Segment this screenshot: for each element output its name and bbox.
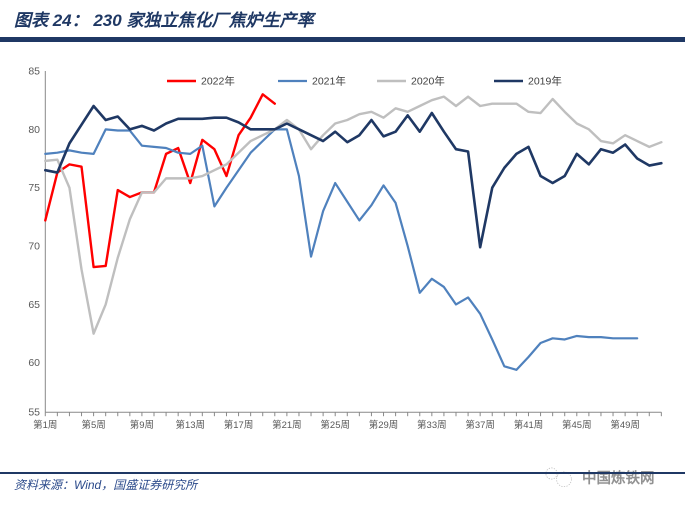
svg-text:第29周: 第29周	[369, 419, 399, 431]
svg-text:第25周: 第25周	[320, 419, 350, 431]
svg-text:80: 80	[28, 124, 40, 136]
svg-text:第17周: 第17周	[224, 419, 254, 431]
svg-text:第13周: 第13周	[175, 419, 205, 431]
svg-text:2022年: 2022年	[201, 75, 235, 88]
svg-text:第41周: 第41周	[514, 419, 544, 431]
svg-text:2021年: 2021年	[312, 75, 346, 88]
svg-text:65: 65	[28, 299, 40, 311]
svg-text:第45周: 第45周	[562, 419, 592, 431]
svg-text:85: 85	[28, 66, 40, 78]
svg-text:2020年: 2020年	[411, 75, 445, 88]
svg-text:第33周: 第33周	[417, 419, 447, 431]
svg-text:55: 55	[28, 407, 40, 419]
svg-text:第5周: 第5周	[81, 419, 105, 431]
svg-text:第9周: 第9周	[130, 419, 154, 431]
svg-text:第37周: 第37周	[465, 419, 495, 431]
svg-text:2019年: 2019年	[528, 75, 562, 88]
svg-text:75: 75	[28, 182, 40, 194]
svg-text:70: 70	[28, 241, 40, 253]
svg-text:60: 60	[28, 357, 40, 369]
svg-text:第1周: 第1周	[33, 419, 57, 431]
svg-text:第49周: 第49周	[610, 419, 640, 431]
svg-text:第21周: 第21周	[272, 419, 302, 431]
